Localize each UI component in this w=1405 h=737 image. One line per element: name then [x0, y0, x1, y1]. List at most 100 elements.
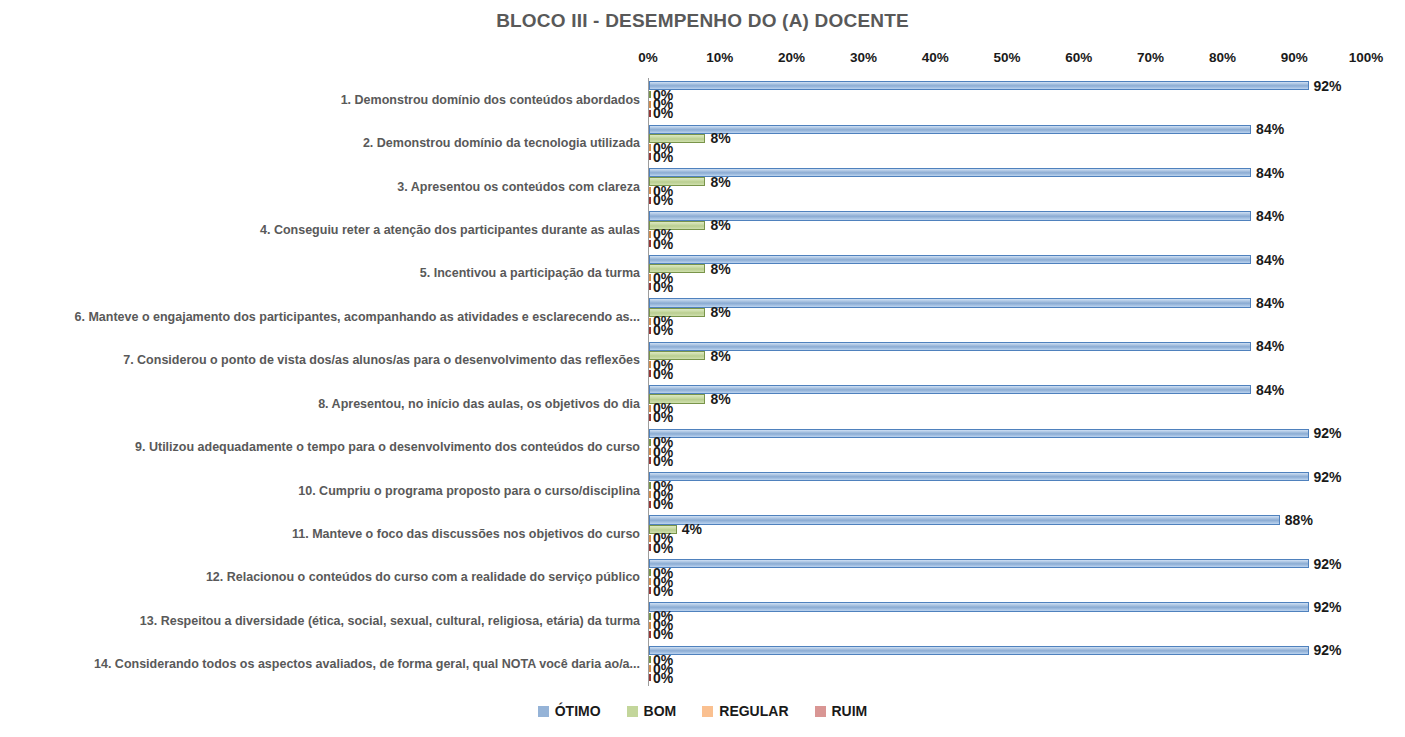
bar-group: 92%0%0%0% — [648, 472, 1366, 509]
bar-ruim — [649, 370, 651, 377]
bar-regular — [649, 448, 651, 455]
bar-row: 0% — [648, 447, 1366, 456]
legend-item-bom: BOM — [627, 703, 677, 719]
bar-ruim — [649, 544, 651, 551]
legend-swatch-icon — [815, 706, 826, 717]
bar-regular — [649, 535, 651, 542]
chart-title: BLOCO III - DESEMPENHO DO (A) DOCENTE — [0, 10, 1405, 32]
bar-group: 92%0%0%0% — [648, 429, 1366, 466]
bar-row: 84% — [648, 298, 1366, 307]
bar-row: 88% — [648, 515, 1366, 524]
bar-ótimo — [649, 125, 1251, 134]
bar-row: 92% — [648, 81, 1366, 90]
legend-label: REGULAR — [719, 703, 788, 719]
bar-row: 4% — [648, 525, 1366, 534]
bar-ótimo — [649, 646, 1309, 655]
bar-row: 0% — [648, 369, 1366, 378]
bar-row: 84% — [648, 168, 1366, 177]
category-label: 9. Utilizou adequadamente o tempo para o… — [0, 425, 640, 468]
bar-row: 0% — [648, 534, 1366, 543]
bar-row: 84% — [648, 211, 1366, 220]
bar-row: 0% — [648, 109, 1366, 118]
bar-group: 92%0%0%0% — [648, 559, 1366, 596]
bar-row: 0% — [648, 568, 1366, 577]
bar-ótimo — [649, 298, 1251, 307]
data-label: 0% — [653, 541, 673, 555]
bar-regular — [649, 622, 651, 629]
bar-row: 0% — [648, 273, 1366, 282]
bar-row: 0% — [648, 664, 1366, 673]
bar-ótimo — [649, 211, 1251, 220]
legend-item-ruim: RUIM — [815, 703, 868, 719]
data-label: 0% — [653, 323, 673, 337]
bar-regular — [649, 578, 651, 585]
data-label: 0% — [653, 627, 673, 641]
bar-group: 84%8%0%0% — [648, 168, 1366, 205]
bar-row: 84% — [648, 385, 1366, 394]
bar-regular — [649, 187, 651, 194]
bar-ruim — [649, 674, 651, 681]
x-axis-tick-label: 70% — [1137, 50, 1164, 65]
bar-group: 92%0%0%0% — [648, 646, 1366, 683]
legend: ÓTIMOBOMREGULARRUIM — [0, 703, 1405, 719]
bar-row: 0% — [648, 481, 1366, 490]
bar-group: 92%0%0%0% — [648, 602, 1366, 639]
bar-row: 0% — [648, 239, 1366, 248]
bar-row: 84% — [648, 342, 1366, 351]
bar-regular — [649, 231, 651, 238]
bar-ótimo — [649, 81, 1309, 90]
x-axis-tick-label: 90% — [1281, 50, 1308, 65]
x-axis-tick-label: 80% — [1209, 50, 1236, 65]
data-label: 0% — [653, 584, 673, 598]
chart-canvas: BLOCO III - DESEMPENHO DO (A) DOCENTE 0%… — [0, 0, 1405, 737]
bar-row: 0% — [648, 655, 1366, 664]
legend-swatch-icon — [538, 706, 549, 717]
category-label: 7. Considerou o ponto de vista dos/as al… — [0, 339, 640, 382]
bar-row: 0% — [648, 186, 1366, 195]
bar-row: 92% — [648, 646, 1366, 655]
bar-row: 92% — [648, 602, 1366, 611]
bar-regular — [649, 405, 651, 412]
bar-row: 8% — [648, 264, 1366, 273]
bar-row: 8% — [648, 308, 1366, 317]
bar-row: 0% — [648, 100, 1366, 109]
bar-row: 0% — [648, 413, 1366, 422]
bar-row: 84% — [648, 255, 1366, 264]
bar-row: 0% — [648, 438, 1366, 447]
bar-ótimo — [649, 255, 1251, 264]
bar-group: 84%8%0%0% — [648, 385, 1366, 422]
x-axis-tick-label: 20% — [778, 50, 805, 65]
bar-ótimo — [649, 472, 1309, 481]
bar-ótimo — [649, 602, 1309, 611]
x-axis-tick-label: 60% — [1065, 50, 1092, 65]
bar-ruim — [649, 631, 651, 638]
bar-ruim — [649, 283, 651, 290]
bar-row: 0% — [648, 543, 1366, 552]
bar-row: 92% — [648, 559, 1366, 568]
category-label: 3. Apresentou os conteúdos com clareza — [0, 165, 640, 208]
bar-ótimo — [649, 342, 1251, 351]
category-label: 1. Demonstrou domínio dos conteúdos abor… — [0, 78, 640, 121]
bar-group: 92%0%0%0% — [648, 81, 1366, 118]
bar-bom — [649, 91, 651, 98]
legend-label: BOM — [644, 703, 677, 719]
category-label: 4. Conseguiu reter a atenção dos partici… — [0, 208, 640, 251]
bar-ótimo — [649, 559, 1309, 568]
bar-group: 84%8%0%0% — [648, 298, 1366, 335]
bar-ruim — [649, 457, 651, 464]
bar-group: 84%8%0%0% — [648, 255, 1366, 292]
bar-group: 88%4%0%0% — [648, 515, 1366, 552]
category-label: 12. Relacionou o conteúdos do curso com … — [0, 556, 640, 599]
bar-row: 8% — [648, 394, 1366, 403]
bar-ótimo — [649, 429, 1309, 438]
bar-group: 84%8%0%0% — [648, 211, 1366, 248]
bar-regular — [649, 665, 651, 672]
category-label: 8. Apresentou, no início das aulas, os o… — [0, 382, 640, 425]
plot-area: 92%0%0%0%84%8%0%0%84%8%0%0%84%8%0%0%84%8… — [648, 78, 1366, 686]
x-axis-tick-label: 30% — [850, 50, 877, 65]
bar-ruim — [649, 197, 651, 204]
bar-regular — [649, 101, 651, 108]
data-label: 0% — [653, 237, 673, 251]
bar-ruim — [649, 414, 651, 421]
bar-row: 0% — [648, 152, 1366, 161]
